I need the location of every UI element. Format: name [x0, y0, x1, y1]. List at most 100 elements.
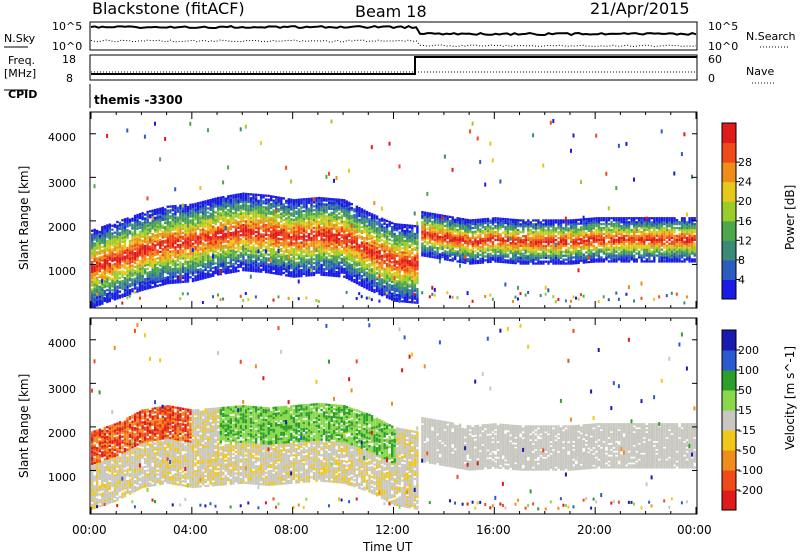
data-cell: [237, 195, 240, 198]
data-cell: [305, 252, 308, 256]
data-cell: [338, 228, 341, 231]
data-cell: [297, 261, 301, 264]
data-cell: [113, 274, 117, 277]
data-cell: [333, 225, 336, 228]
data-cell: [322, 234, 326, 237]
data-cell: [224, 266, 227, 269]
data-cell: [169, 228, 172, 232]
data-cell: [161, 214, 164, 218]
data-cell: [401, 223, 404, 227]
data-cell: [199, 260, 202, 263]
data-cell: [133, 281, 137, 284]
near-range-cell: [431, 292, 434, 296]
data-cell: [207, 232, 210, 236]
data-cell: [133, 224, 137, 227]
data-cell: [244, 212, 248, 215]
data-cell: [217, 243, 220, 247]
data-cell: [426, 249, 429, 252]
data-cell: [272, 254, 275, 257]
data-cell: [247, 194, 250, 198]
data-cell: [287, 262, 290, 266]
data-cell: [186, 280, 190, 283]
data-cell: [166, 242, 169, 246]
data-cell: [408, 232, 411, 235]
data-cell: [280, 267, 283, 270]
data-cell: [217, 255, 220, 258]
data-cell: [406, 230, 409, 233]
data-cell: [123, 286, 127, 290]
data-cell: [209, 226, 212, 229]
data-cell: [131, 252, 134, 256]
data-cell: [199, 207, 202, 210]
data-cell: [159, 219, 162, 222]
data-cell: [244, 206, 248, 209]
data-cell: [262, 227, 265, 230]
data-cell: [368, 259, 371, 262]
data-cell: [365, 246, 369, 249]
data-cell: [312, 213, 316, 216]
data-cell: [391, 221, 394, 225]
data-cell: [436, 223, 439, 226]
data-cell: [118, 239, 122, 242]
data-cell: [252, 209, 255, 212]
data-cell: [401, 300, 404, 303]
data-cell: [232, 266, 235, 270]
data-cell: [96, 288, 99, 291]
data-cell: [93, 271, 96, 275]
data-cell: [101, 284, 104, 288]
data-cell: [310, 228, 313, 232]
data-cell: [229, 200, 232, 203]
data-cell: [343, 222, 346, 225]
data-cell: [252, 265, 255, 269]
data-cell: [358, 281, 361, 284]
data-cell: [118, 265, 122, 268]
data-cell: [350, 236, 353, 239]
data-cell: [184, 210, 187, 213]
data-cell: [103, 278, 106, 281]
data-cell: [154, 224, 157, 227]
data-cell: [164, 259, 167, 262]
data-cell: [169, 274, 172, 277]
data-cell: [234, 231, 238, 234]
data-cell: [108, 243, 111, 246]
data-cell: [204, 211, 207, 215]
data-cell: [282, 211, 285, 214]
data-cell: [333, 239, 336, 242]
data-cell: [272, 234, 275, 238]
data-cell: [398, 251, 401, 254]
data-cell: [254, 260, 258, 263]
data-cell: [396, 289, 399, 293]
data-cell: [159, 246, 162, 250]
data-cell: [196, 264, 200, 268]
data-cell: [214, 199, 217, 202]
data-cell: [136, 219, 139, 223]
data-cell: [131, 225, 134, 228]
data-cell: [413, 264, 417, 267]
data-cell: [380, 247, 384, 250]
data-cell: [421, 215, 424, 218]
data-cell: [292, 236, 296, 239]
data-cell: [143, 225, 147, 228]
data-cell: [196, 239, 200, 242]
data-cell: [277, 239, 280, 242]
data-cell: [365, 267, 369, 270]
data-cell: [199, 238, 202, 241]
data-cell: [227, 218, 230, 221]
data-cell: [431, 234, 434, 237]
data-cell: [128, 271, 132, 274]
near-range-cell: [446, 291, 449, 295]
data-cell: [247, 249, 250, 253]
data-cell: [287, 245, 290, 248]
data-cell: [277, 237, 280, 240]
data-cell: [169, 211, 172, 214]
data-cell: [348, 238, 351, 242]
data-cell: [191, 260, 195, 263]
data-cell: [423, 238, 427, 242]
data-cell: [113, 223, 117, 226]
data-cell: [204, 229, 207, 232]
near-range-cell: [398, 299, 401, 303]
data-cell: [227, 201, 230, 204]
data-cell: [101, 257, 104, 260]
data-cell: [199, 248, 202, 251]
data-cell: [335, 253, 338, 256]
